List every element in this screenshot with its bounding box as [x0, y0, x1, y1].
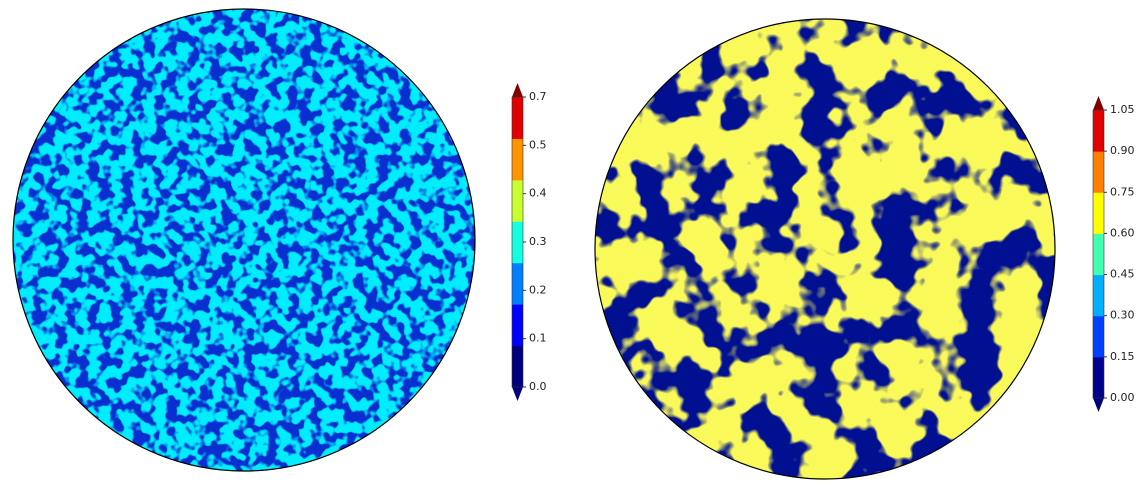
- colorbar-tick-label: 0.5: [529, 138, 547, 151]
- colorbar-segment: [1093, 151, 1104, 193]
- colorbar-arrow-bottom: [1093, 398, 1104, 412]
- colorbar-tick-label: 0.00: [1110, 391, 1135, 404]
- globe-left: [12, 8, 476, 472]
- colorbar-tick-label: 0.60: [1110, 226, 1135, 239]
- colorbar-segment: [512, 138, 523, 181]
- colorbar-segment: [1093, 110, 1104, 152]
- colorbar-tick-label: 0.0: [529, 380, 547, 393]
- colorbar-tick-label: 0.7: [529, 90, 547, 103]
- colorbar-segment: [1093, 233, 1104, 276]
- colorbar-tick-label: 0.45: [1110, 268, 1135, 281]
- colorbar-arrow-bottom: [512, 387, 523, 401]
- colorbar-segment: [512, 97, 523, 139]
- colorbar-arrow-top: [512, 83, 523, 97]
- colorbar-arrow-top: [1093, 96, 1104, 110]
- colorbar-tick-label: 0.30: [1110, 309, 1135, 322]
- colorbar-segment: [512, 179, 523, 222]
- colorbar-segment: [512, 262, 523, 305]
- colorbar-segment: [512, 304, 523, 347]
- colorbar-tick-label: 0.3: [529, 235, 547, 248]
- colorbar-tick-label: 0.75: [1110, 185, 1135, 198]
- colorbar-segment: [1093, 315, 1104, 358]
- colorbar-tick-label: 0.90: [1110, 144, 1135, 157]
- colorbar-segment: [512, 345, 523, 388]
- colorbar-tick-label: 1.05: [1110, 103, 1135, 116]
- colorbar-segment: [1093, 274, 1104, 317]
- colorbar-segment: [1093, 356, 1104, 399]
- colorbar-tick-label: 0.4: [529, 187, 547, 200]
- colorbar-frame: [1092, 109, 1105, 399]
- globe-right: [594, 18, 1056, 480]
- colorbar-segment: [1093, 192, 1104, 234]
- colorbar-tick-label: 0.1: [529, 332, 547, 345]
- colorbar-tick-label: 0.15: [1110, 350, 1135, 363]
- colorbar-tick-label: 0.2: [529, 283, 547, 296]
- colorbar-segment: [512, 221, 523, 264]
